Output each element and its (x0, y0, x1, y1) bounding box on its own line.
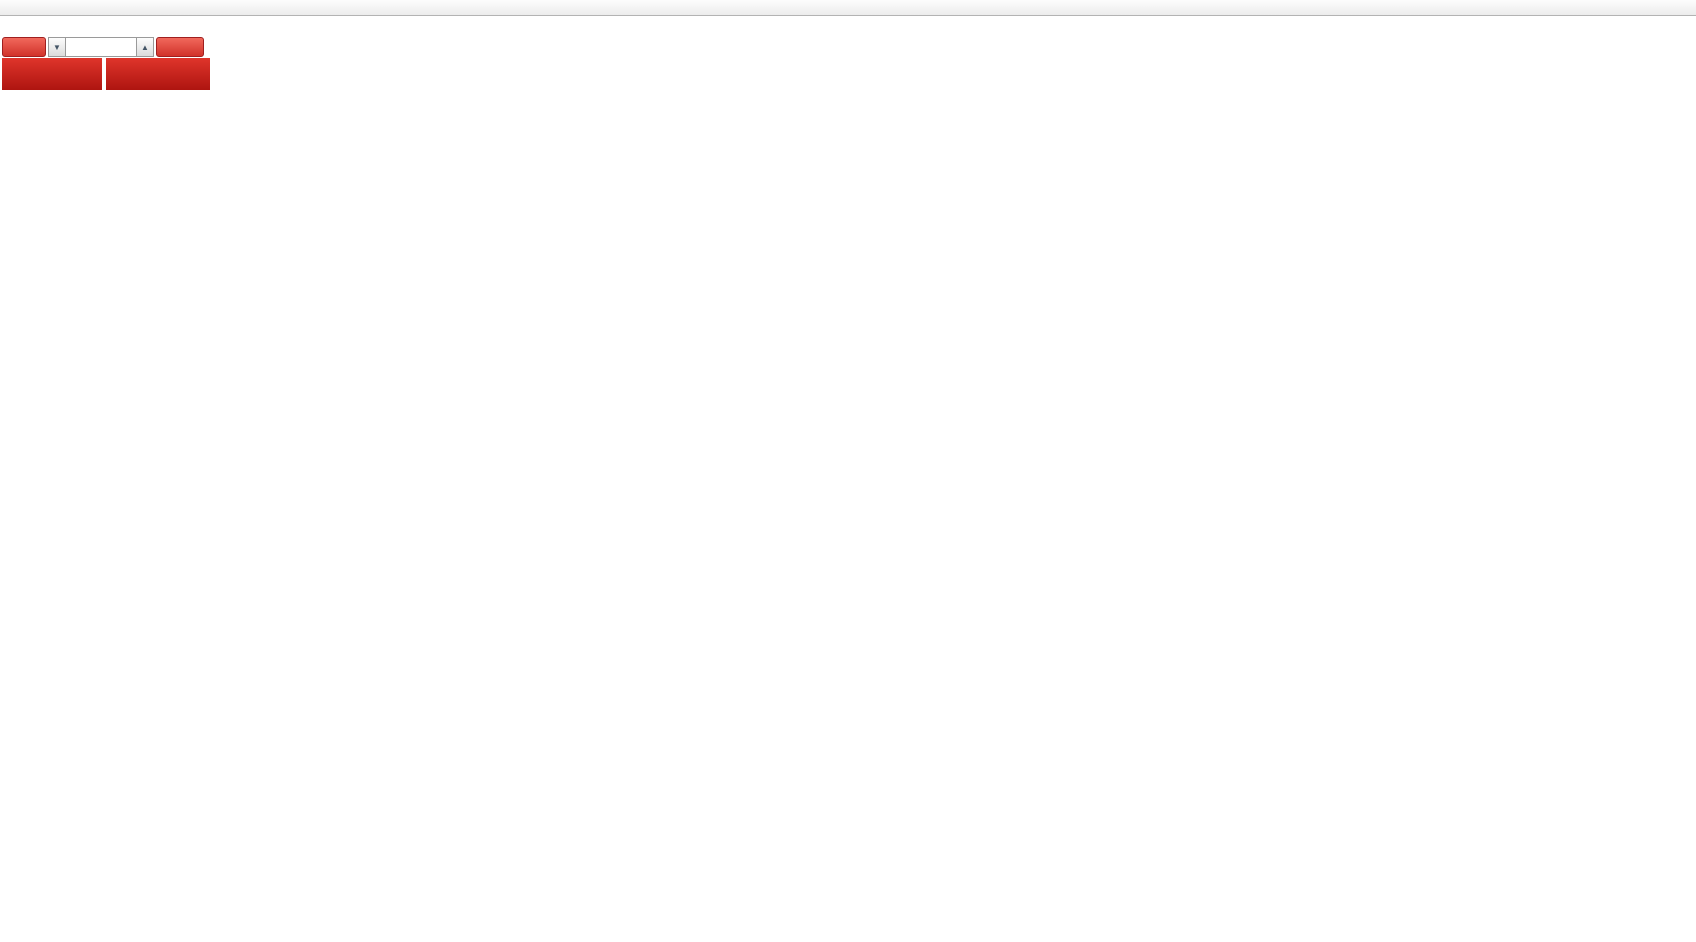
main-toolbar (0, 0, 1696, 16)
trade-controls-row: ▼ ▲ (2, 37, 212, 57)
sell-button[interactable] (2, 37, 46, 57)
buy-price-display[interactable] (106, 58, 210, 90)
volume-decrease-stepper[interactable]: ▼ (48, 37, 66, 57)
one-click-trade-panel: ▼ ▲ (2, 37, 212, 90)
volume-input[interactable] (66, 37, 136, 57)
volume-increase-stepper[interactable]: ▲ (136, 37, 154, 57)
sell-price-display[interactable] (2, 58, 102, 90)
buy-button[interactable] (156, 37, 204, 57)
trade-prices-row (2, 58, 212, 90)
